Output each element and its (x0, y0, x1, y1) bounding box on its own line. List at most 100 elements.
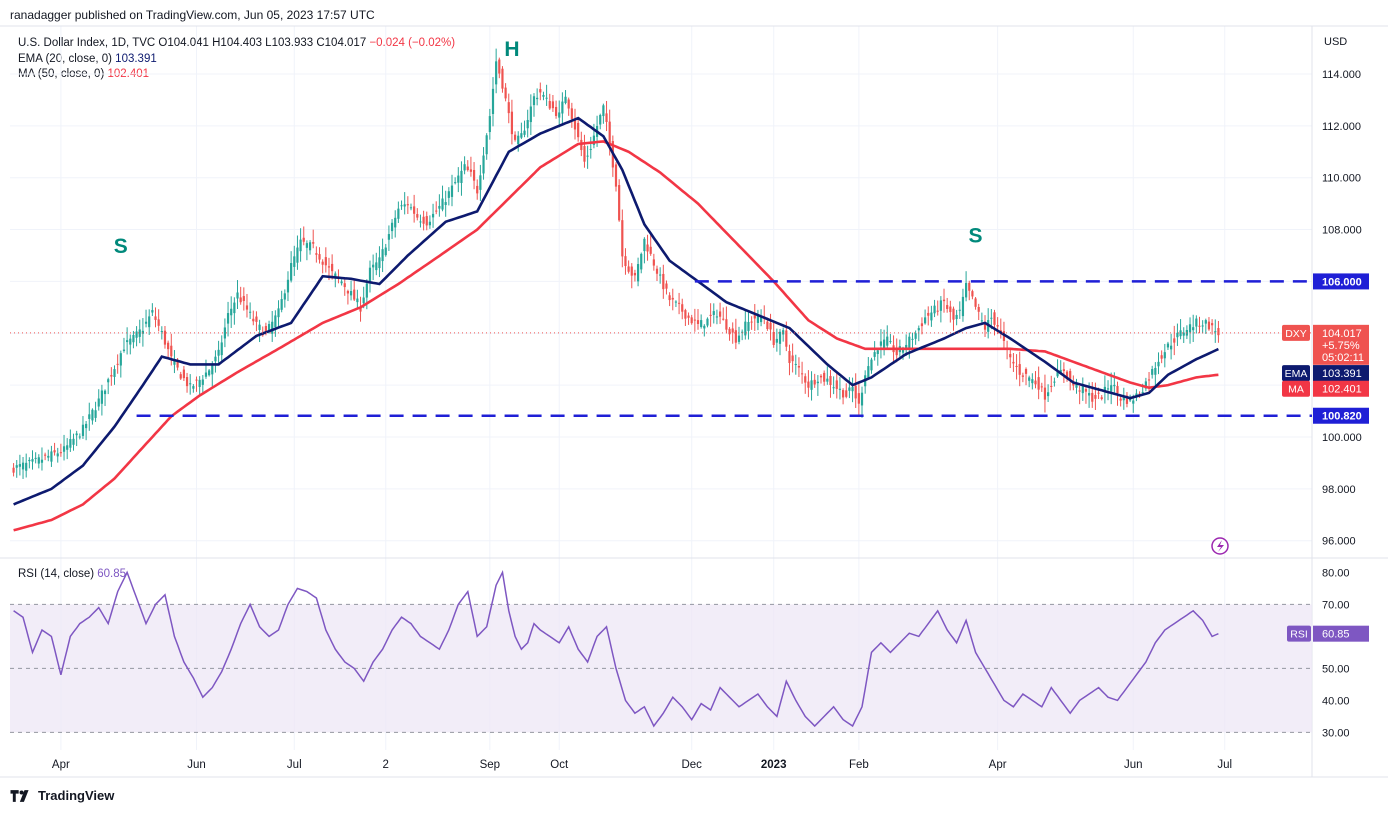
candle-body (331, 263, 334, 272)
candle-body (21, 462, 25, 470)
candle-body (681, 304, 684, 312)
candle-body (577, 122, 580, 138)
candle-body (1091, 392, 1094, 402)
candle-body (457, 175, 460, 183)
candle-body (655, 268, 659, 274)
price-tick-label: 114.000 (1322, 69, 1361, 81)
candle-body (1078, 390, 1081, 392)
candle-body (939, 300, 942, 311)
candle-body (441, 198, 444, 210)
candle-body (731, 328, 734, 333)
candle-body (684, 310, 687, 319)
price-badge-value: 05:02:11 (1322, 352, 1364, 364)
candle-body (804, 376, 807, 383)
candle-body (964, 282, 968, 298)
candle-body (977, 306, 980, 312)
candle-body (772, 331, 775, 345)
candle-body (1094, 394, 1097, 399)
candle-body (662, 273, 665, 290)
tradingview-footer[interactable]: TradingView (10, 788, 114, 803)
candle-body (753, 314, 756, 319)
pattern-label: S (114, 235, 128, 258)
candle-body (624, 256, 627, 267)
candle-body (870, 359, 873, 371)
candle-body (1050, 385, 1053, 387)
candle-body (154, 316, 157, 320)
candle-body (914, 333, 917, 339)
event-marker-bolt (1217, 540, 1224, 552)
candle-body (1154, 367, 1157, 375)
candle-body (1188, 324, 1192, 333)
candle-body (536, 97, 539, 100)
candle-body (990, 317, 993, 319)
candle-body (1040, 386, 1043, 388)
candle-body (321, 261, 324, 265)
candle-body (677, 302, 681, 304)
candle-body (226, 313, 230, 324)
candle-body (1034, 380, 1037, 385)
candle-body (308, 242, 312, 251)
candle-body (734, 330, 737, 343)
price-badge-tag (1282, 324, 1310, 341)
legend-ema-label[interactable]: EMA (20, close, 0) (18, 52, 112, 65)
candle-body (621, 220, 624, 257)
candle-body (513, 134, 517, 140)
candle-body (674, 301, 678, 303)
candle-body (829, 376, 832, 385)
candle-body (570, 108, 573, 119)
candle-body (1069, 371, 1072, 379)
candle-body (561, 101, 564, 114)
candle-body (258, 324, 261, 330)
candle-body (1192, 327, 1195, 331)
candle-body (119, 353, 122, 366)
candle-body (1043, 387, 1047, 400)
candle-body (192, 386, 195, 389)
candle-body (349, 291, 353, 296)
candle-body (450, 185, 454, 197)
candle-body (419, 221, 422, 223)
candle-body (517, 135, 520, 145)
candle-body (665, 283, 668, 289)
candle-body (996, 325, 999, 327)
candle-body (993, 312, 996, 325)
time-tick-label: Jun (187, 759, 206, 771)
price-tick-label: 108.000 (1322, 225, 1362, 237)
candle-body (813, 379, 816, 385)
candle-body (643, 238, 646, 252)
legend-ohlc: O104.041 H104.403 L103.933 C104.017 (158, 37, 367, 49)
candle-body (110, 375, 113, 377)
candle-body (397, 208, 400, 219)
candle-body (135, 331, 138, 338)
rsi-legend-label[interactable]: RSI (14, close) (18, 568, 95, 580)
candle-body (163, 330, 167, 345)
candle-body (797, 366, 801, 368)
candle-body (507, 102, 510, 114)
candle-body (249, 311, 252, 313)
rsi-tick-label: 80.00 (1322, 567, 1350, 579)
candle-body (741, 331, 744, 333)
candle-body (286, 279, 290, 293)
candle-body (971, 291, 974, 297)
candle-body (750, 321, 753, 323)
candle-body (911, 338, 914, 340)
candle-body (1100, 397, 1103, 399)
candle-body (214, 356, 217, 362)
candle-body (627, 266, 630, 272)
candle-body (1211, 323, 1214, 326)
candle-body (132, 334, 135, 343)
candle-body (1106, 388, 1110, 390)
candle-body (91, 409, 94, 421)
candle-body (334, 273, 337, 278)
candle-body (1144, 381, 1147, 389)
candle-body (476, 185, 479, 194)
candle-body (608, 121, 611, 144)
candle-body (930, 312, 933, 321)
candle-body (605, 113, 608, 122)
candle-body (195, 379, 198, 381)
candle-body (1166, 343, 1170, 348)
candle-body (103, 390, 107, 395)
legend-symbol[interactable]: U.S. Dollar Index, 1D, TVC (18, 37, 156, 49)
candle-body (173, 360, 176, 365)
time-tick-label: Dec (681, 759, 702, 771)
